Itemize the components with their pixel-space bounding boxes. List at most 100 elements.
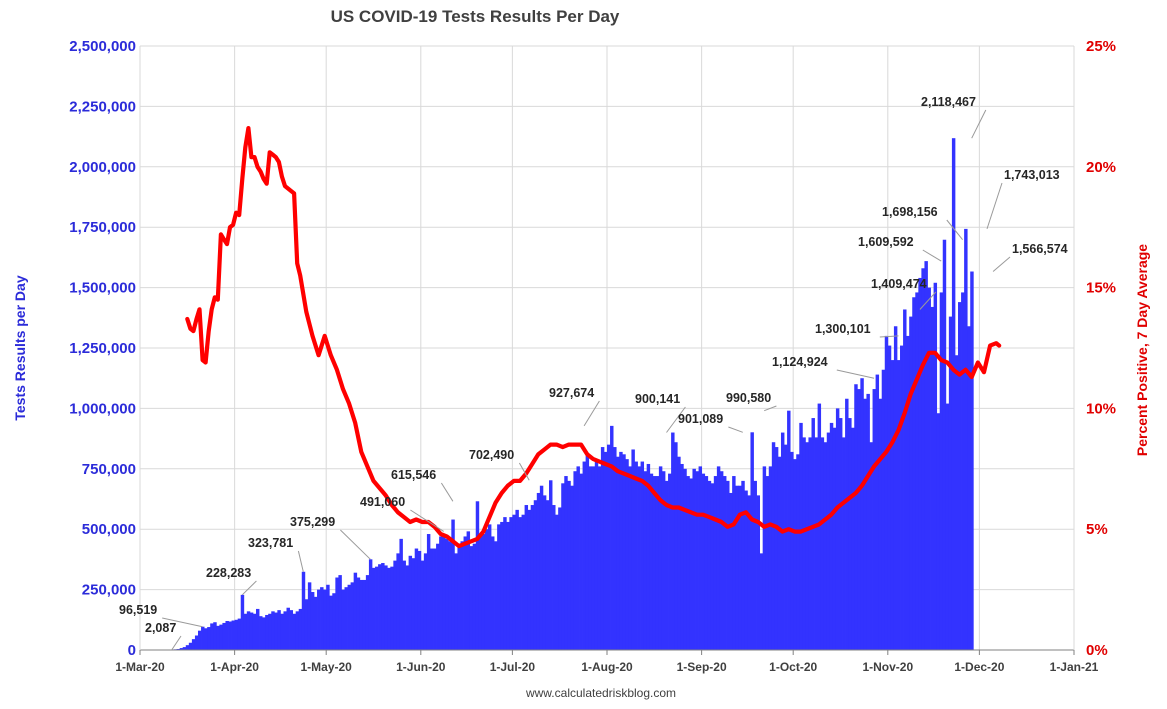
bar bbox=[216, 625, 220, 650]
bar bbox=[210, 623, 214, 650]
bar bbox=[249, 612, 254, 650]
bar bbox=[439, 536, 443, 650]
y-tick-label-right: 25% bbox=[1086, 38, 1116, 55]
bar bbox=[942, 239, 947, 651]
bar bbox=[860, 378, 864, 650]
bar bbox=[939, 292, 944, 650]
bar bbox=[701, 473, 706, 650]
bar bbox=[567, 480, 571, 650]
bar bbox=[845, 398, 849, 650]
y-tick-label-left: 2,250,000 bbox=[69, 98, 136, 115]
annotation-label: 1,609,592 bbox=[858, 235, 914, 249]
bar bbox=[558, 507, 562, 650]
bar bbox=[814, 437, 819, 650]
annotation-leader bbox=[162, 617, 203, 628]
bar bbox=[857, 389, 861, 650]
bar bbox=[491, 536, 495, 650]
bar bbox=[552, 505, 556, 650]
bar bbox=[188, 642, 193, 650]
x-tick-label: 1-Mar-20 bbox=[115, 660, 165, 674]
bar bbox=[408, 555, 413, 650]
bar bbox=[201, 626, 205, 650]
annotation-label: 990,580 bbox=[726, 391, 771, 405]
bar bbox=[426, 534, 431, 650]
bar bbox=[481, 534, 486, 650]
bar bbox=[545, 500, 550, 650]
bar bbox=[710, 483, 715, 650]
bar bbox=[753, 480, 757, 650]
bar bbox=[600, 447, 605, 650]
bar bbox=[896, 360, 901, 650]
annotation-label: 375,299 bbox=[290, 515, 335, 529]
bar bbox=[277, 610, 281, 650]
bar bbox=[768, 466, 773, 650]
x-tick-label: 1-Sep-20 bbox=[677, 660, 727, 674]
bar bbox=[310, 592, 315, 650]
bar bbox=[417, 550, 422, 650]
bar bbox=[222, 622, 226, 650]
bar bbox=[689, 478, 693, 650]
bar bbox=[542, 495, 547, 650]
bar bbox=[719, 471, 724, 650]
bar bbox=[237, 618, 242, 650]
bar bbox=[555, 514, 559, 650]
bar bbox=[597, 466, 602, 650]
bar bbox=[338, 575, 342, 650]
annotation-leader bbox=[971, 109, 987, 139]
bar bbox=[661, 471, 666, 650]
y-tick-label-left: 1,250,000 bbox=[69, 340, 136, 357]
bar bbox=[512, 514, 516, 650]
annotation-label: 2,118,467 bbox=[921, 95, 976, 109]
bar bbox=[265, 614, 269, 650]
annotation-label: 1,566,574 bbox=[1012, 242, 1068, 256]
bar bbox=[808, 437, 812, 650]
bar bbox=[411, 558, 416, 650]
annotation-label: 1,698,156 bbox=[882, 205, 938, 219]
bar bbox=[884, 335, 889, 650]
bar bbox=[579, 473, 583, 650]
bar bbox=[784, 444, 788, 650]
annotation-leader bbox=[340, 529, 371, 560]
bar bbox=[869, 442, 873, 650]
bar bbox=[835, 408, 840, 650]
bar bbox=[497, 524, 501, 650]
annotation-label: 228,283 bbox=[206, 566, 251, 580]
y-tick-label-left: 2,000,000 bbox=[69, 159, 136, 176]
annotation-label: 927,674 bbox=[549, 386, 594, 400]
bar bbox=[744, 490, 748, 650]
bar bbox=[729, 492, 733, 650]
bar bbox=[881, 369, 886, 650]
annotation-label: 1,743,013 bbox=[1004, 168, 1060, 182]
bar bbox=[384, 565, 388, 650]
bar bbox=[182, 647, 187, 650]
x-tick-label: 1-Apr-20 bbox=[210, 660, 259, 674]
bar bbox=[582, 461, 587, 650]
bar bbox=[777, 456, 782, 650]
bar bbox=[204, 628, 208, 650]
bar bbox=[561, 483, 565, 650]
y-tick-label-left: 1,750,000 bbox=[69, 219, 136, 236]
bar bbox=[890, 360, 895, 650]
bar bbox=[399, 538, 403, 650]
y-tick-label-right: 5% bbox=[1086, 521, 1108, 538]
bar bbox=[948, 316, 953, 650]
annotation-label: 900,141 bbox=[635, 392, 680, 406]
bar bbox=[509, 517, 513, 650]
bar bbox=[610, 425, 614, 650]
bar bbox=[634, 461, 638, 650]
annotation-label: 491,060 bbox=[360, 495, 405, 509]
source-credit: www.calculatedriskblog.com bbox=[525, 686, 676, 700]
bar bbox=[420, 560, 425, 650]
bar bbox=[677, 456, 681, 650]
bar bbox=[429, 548, 434, 650]
bar bbox=[347, 584, 352, 650]
y-tick-label-left: 250,000 bbox=[82, 582, 136, 599]
annotation-leader bbox=[946, 219, 963, 241]
bar bbox=[930, 306, 934, 650]
bar bbox=[622, 454, 626, 650]
bar bbox=[674, 442, 678, 650]
bar bbox=[936, 413, 941, 650]
bar bbox=[771, 442, 776, 650]
bar bbox=[704, 476, 709, 650]
bar bbox=[234, 619, 239, 650]
